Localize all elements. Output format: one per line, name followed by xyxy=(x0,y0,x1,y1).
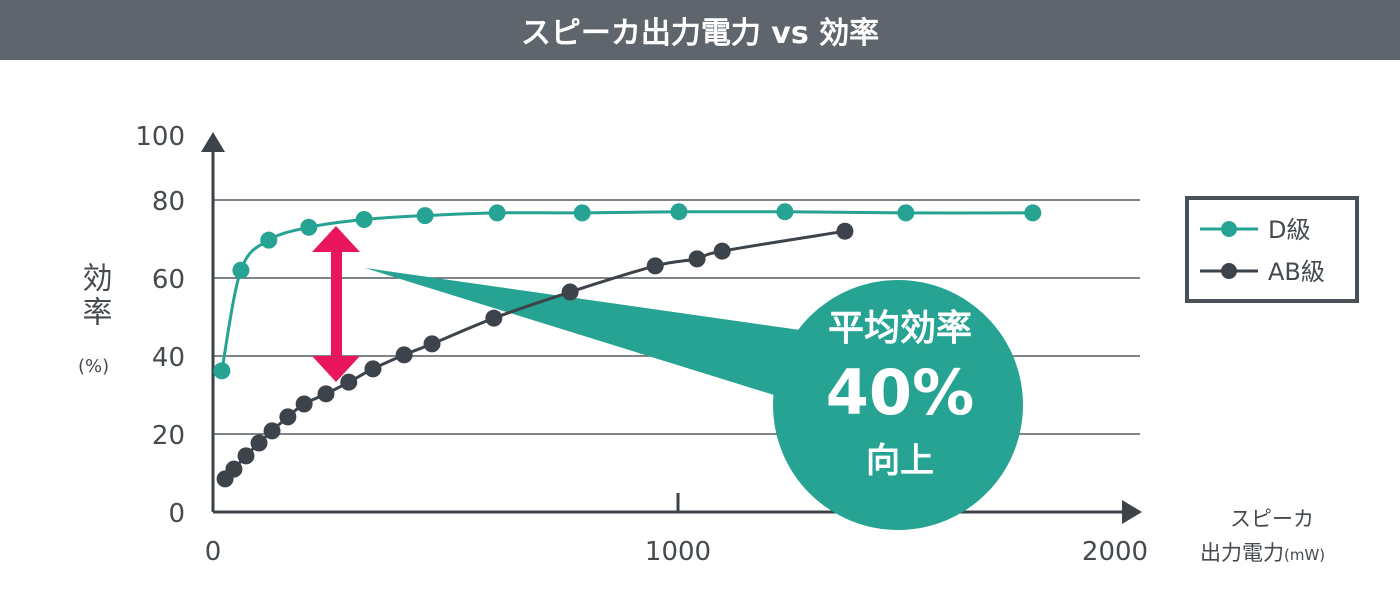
data-point xyxy=(1024,204,1042,222)
data-point xyxy=(364,360,382,378)
data-point xyxy=(213,362,231,380)
callout-line1: 平均効率 xyxy=(828,308,972,349)
data-point xyxy=(232,261,250,279)
data-point xyxy=(688,250,706,268)
y-axis-unit: (%) xyxy=(78,356,109,377)
data-point xyxy=(250,434,268,452)
data-point xyxy=(279,408,297,426)
y-axis-arrow xyxy=(201,132,225,152)
data-point xyxy=(713,242,731,260)
y-axis-label: 効率 xyxy=(77,262,112,330)
y-tick-label: 60 xyxy=(152,265,185,295)
data-point xyxy=(646,257,664,275)
callout-circle xyxy=(773,280,1023,530)
data-point xyxy=(295,395,313,413)
y-tick-label: 20 xyxy=(152,421,185,451)
legend-item-d: D級 xyxy=(1200,216,1310,244)
data-point xyxy=(776,203,794,221)
data-point xyxy=(423,335,441,353)
y-tick-label: 40 xyxy=(152,343,185,373)
legend-item-ab: AB級 xyxy=(1200,258,1325,286)
data-point xyxy=(225,460,243,478)
x-tick-label: 1000 xyxy=(645,537,711,567)
data-point xyxy=(897,204,915,222)
callout-line3: 向上 xyxy=(866,441,934,481)
legend-label-d: D級 xyxy=(1268,216,1310,244)
data-point xyxy=(260,231,278,249)
data-point xyxy=(237,447,255,465)
improvement-arrow xyxy=(312,226,360,382)
callout-pointer xyxy=(365,268,800,400)
data-point xyxy=(317,385,335,403)
data-point xyxy=(395,346,413,364)
data-point xyxy=(485,309,503,327)
y-tick-label: 80 xyxy=(152,187,185,217)
x-tick-label: 0 xyxy=(205,537,222,567)
data-point xyxy=(355,211,373,228)
data-point xyxy=(561,283,579,301)
x-axis-label-text: 出力電力 xyxy=(1200,541,1284,565)
data-point xyxy=(573,204,591,222)
data-point xyxy=(340,373,358,391)
legend-label-ab: AB級 xyxy=(1268,258,1325,286)
x-axis-label-line2: 出力電力(mW) xyxy=(1200,541,1325,565)
data-point xyxy=(488,204,506,222)
data-point xyxy=(836,222,854,240)
x-axis-arrow xyxy=(1122,500,1142,524)
data-point xyxy=(263,422,281,440)
callout-line2: 40% xyxy=(826,356,974,429)
y-tick-label: 100 xyxy=(135,122,185,152)
data-point xyxy=(300,218,318,236)
x-tick-label: 2000 xyxy=(1082,537,1148,567)
legend-box xyxy=(1185,196,1359,303)
x-axis-label-line1: スピーカ xyxy=(1230,507,1314,531)
data-point xyxy=(416,207,434,225)
y-tick-label: 0 xyxy=(168,499,185,529)
chart-title: スピーカ出力電力 vs 効率 xyxy=(0,0,1400,60)
x-axis-unit: (mW) xyxy=(1284,546,1325,564)
data-point xyxy=(670,203,688,221)
